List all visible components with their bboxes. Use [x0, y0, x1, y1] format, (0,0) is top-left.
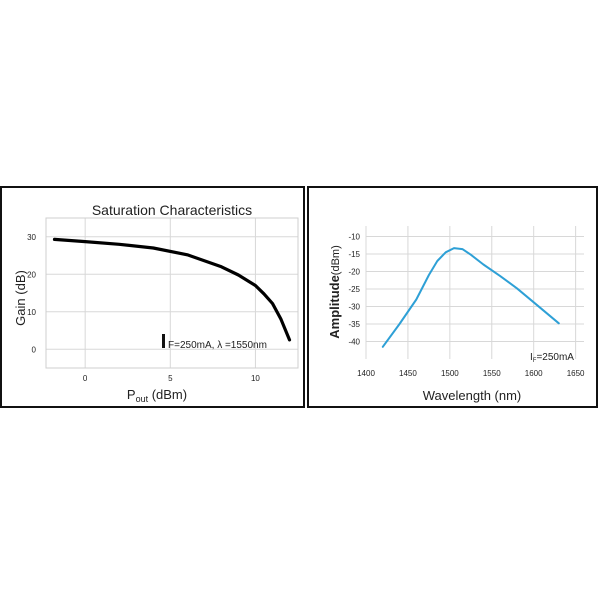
x-tick-label: 1550: [483, 369, 501, 378]
plot-frame: [45, 217, 299, 369]
x-tick-label: 1500: [441, 369, 459, 378]
annotation-text: F=250mA, λ =1550nm: [168, 340, 267, 351]
y-tick-label: 20: [27, 270, 36, 279]
x-axis-label: Wavelength (nm): [423, 388, 522, 403]
y-tick-label: -30: [348, 303, 360, 312]
x-tick-label: 1600: [525, 369, 543, 378]
chart-title: Saturation Characteristics: [92, 202, 252, 218]
y-axis-label: Gain (dB): [13, 270, 28, 326]
y-tick-label: -15: [348, 250, 360, 259]
annotation-text: IF=250mA: [530, 352, 574, 364]
y-tick-label: -20: [348, 268, 360, 277]
y-tick-label: 10: [27, 308, 36, 317]
y-tick-label: -35: [348, 320, 360, 329]
spectrum-chart-panel: -10 -15 -20 -25 -30 -35 -40 1400 1450 1500 1550 160…: [307, 186, 598, 408]
y-tick-label: -25: [348, 285, 360, 294]
x-tick-label: 10: [251, 374, 260, 383]
x-axis-label: Pout (dBm): [127, 387, 187, 404]
spectrum-chart: -10 -15 -20 -25 -30 -35 -40 1400 1450 1500 1550 160…: [327, 226, 585, 403]
x-tick-label: 0: [83, 374, 88, 383]
series-line: [381, 247, 560, 348]
series-line: [52, 237, 292, 342]
x-tick-label: 1650: [567, 369, 585, 378]
y-tick-label: -10: [348, 233, 360, 242]
y-tick-label: 30: [27, 233, 36, 242]
x-tick-label: 1400: [357, 369, 375, 378]
x-tick-label: 1450: [399, 369, 417, 378]
y-tick-label: -40: [348, 338, 360, 347]
annotation-i-mark: [162, 334, 165, 348]
saturation-chart: 30 20 10 0 0 5 10 Saturation Characteristics Gai…: [13, 202, 299, 404]
y-axis-label: Amplitude(dBm): [327, 245, 342, 339]
x-tick-label: 5: [168, 374, 173, 383]
saturation-chart-panel: 30 20 10 0 0 5 10 Saturation Characteristics Gai…: [0, 186, 305, 408]
y-tick-label: 0: [32, 345, 37, 354]
